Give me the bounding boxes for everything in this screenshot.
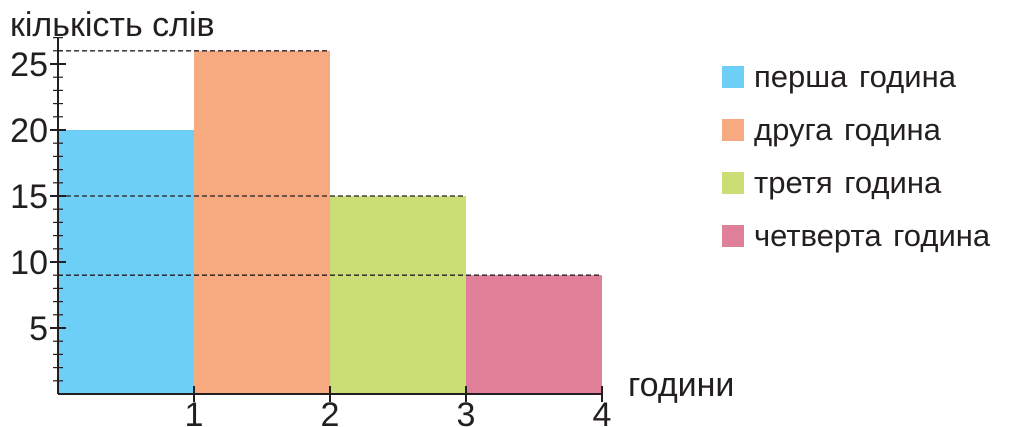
legend-item: четверта година [722, 217, 990, 254]
legend: перша година друга година третя година ч… [722, 58, 990, 270]
bar [330, 196, 466, 394]
legend-swatch [722, 224, 744, 247]
y-tick-label: 20 [10, 112, 48, 150]
legend-item: перша година [722, 58, 990, 95]
x-axis-label: години [628, 366, 735, 404]
x-tick-label: 2 [321, 396, 340, 427]
legend-label: четверта година [754, 218, 991, 253]
y-tick-label: 25 [10, 46, 48, 84]
legend-item: третя година [722, 164, 990, 201]
y-tick-label: 10 [10, 244, 48, 282]
y-tick-label: 5 [29, 310, 48, 348]
bar [466, 275, 602, 394]
legend-item: друга година [722, 111, 990, 148]
y-tick-label: 15 [10, 178, 48, 216]
legend-label: третя година [754, 165, 942, 200]
legend-swatch [722, 118, 744, 141]
legend-swatch [722, 171, 744, 194]
x-tick-label: 3 [457, 396, 476, 427]
x-tick-label: 1 [185, 396, 204, 427]
bar [58, 130, 194, 394]
legend-label: друга година [754, 112, 941, 147]
legend-label: перша година [754, 59, 956, 94]
x-tick-label: 4 [593, 396, 612, 427]
bar [194, 50, 330, 395]
y-axis-label: кількість слів [10, 6, 215, 44]
legend-swatch [722, 65, 744, 88]
